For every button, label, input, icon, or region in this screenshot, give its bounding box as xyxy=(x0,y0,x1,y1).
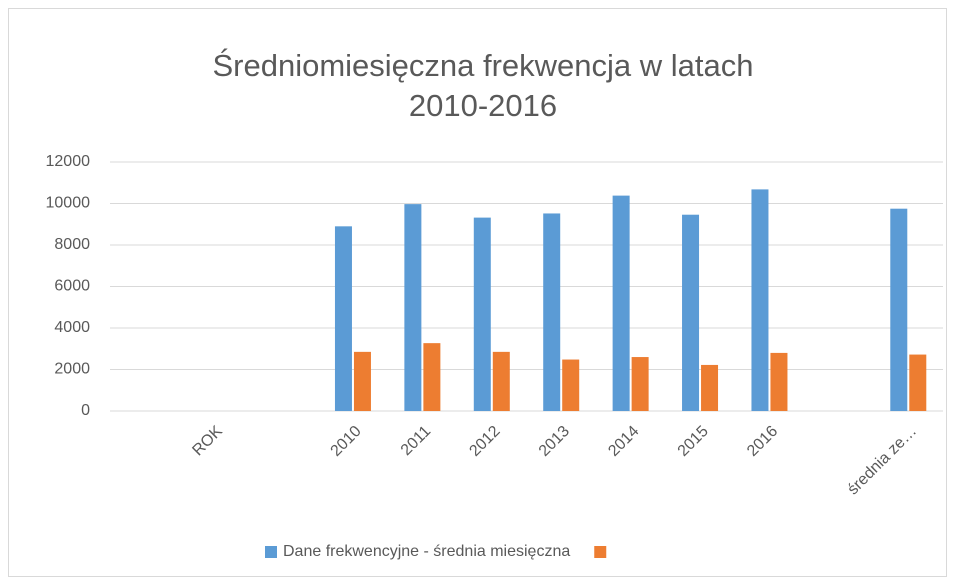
chart-title: 2010-2016 xyxy=(409,88,557,123)
bar xyxy=(492,351,510,411)
y-tick-label: 8000 xyxy=(54,236,90,253)
bar xyxy=(751,189,769,411)
y-tick-label: 10000 xyxy=(46,195,91,212)
legend-label: Dane frekwencyjne - średnia miesięczna xyxy=(283,543,570,560)
bar xyxy=(890,208,908,411)
bar xyxy=(682,214,700,411)
chart-title: Średniomiesięczna frekwencja w latach xyxy=(212,47,753,83)
y-tick-label: 6000 xyxy=(54,278,90,295)
legend-swatch xyxy=(265,546,277,558)
bar xyxy=(404,204,422,411)
bar xyxy=(334,226,352,411)
y-tick-label: 0 xyxy=(81,402,90,419)
bar xyxy=(701,364,719,411)
bar xyxy=(770,352,788,411)
bar xyxy=(612,195,630,411)
legend-swatch xyxy=(594,546,607,558)
bar xyxy=(473,217,491,411)
y-tick-label: 12000 xyxy=(46,153,91,170)
bar xyxy=(631,357,649,411)
y-tick-label: 4000 xyxy=(54,319,90,336)
bar xyxy=(423,343,441,411)
y-tick-label: 2000 xyxy=(54,361,90,378)
bar xyxy=(909,354,927,411)
bar xyxy=(353,351,371,411)
bar xyxy=(543,213,561,411)
bar xyxy=(562,359,580,411)
